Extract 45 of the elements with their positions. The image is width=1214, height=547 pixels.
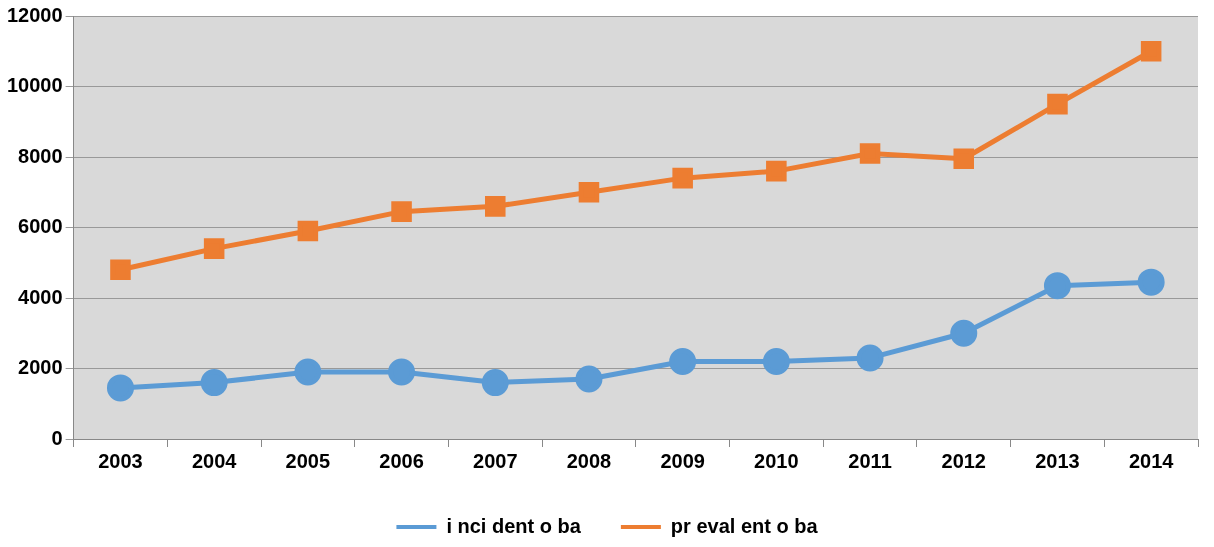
point [110, 259, 131, 281]
legend-label: pr eval ent o ba [670, 514, 819, 537]
x-tick-label: 2010 [754, 449, 799, 472]
point [950, 319, 978, 347]
point [1140, 40, 1162, 62]
point [1043, 272, 1071, 300]
point [766, 160, 787, 182]
x-tick-label: 2003 [98, 449, 143, 472]
point [106, 374, 134, 402]
point [294, 358, 322, 386]
x-tick-label: 2012 [941, 449, 986, 472]
point [391, 201, 412, 222]
y-tick-label: 12000 [6, 3, 63, 26]
x-tick-label: 2014 [1128, 449, 1175, 472]
point [669, 347, 697, 375]
x-tick-label: 2005 [285, 449, 331, 472]
point [575, 365, 603, 393]
point [481, 369, 509, 397]
point [1047, 93, 1068, 115]
point [200, 369, 228, 397]
point [388, 358, 416, 386]
point [856, 344, 884, 372]
y-tick-label: 2000 [18, 356, 63, 379]
y-tick-label: 10000 [6, 74, 63, 97]
y-tick-label: 0 [51, 426, 63, 449]
x-tick-label: 2009 [660, 449, 705, 472]
point [297, 220, 319, 242]
legend-label: i nci dent o ba [446, 514, 582, 537]
x-tick-label: 2007 [473, 449, 518, 472]
x-tick-label: 2008 [566, 449, 612, 472]
point [578, 181, 600, 203]
x-tick-label: 2004 [191, 449, 238, 472]
y-tick-label: 6000 [18, 215, 63, 238]
x-tick-label: 2011 [848, 449, 892, 472]
point [1137, 268, 1165, 296]
point [953, 148, 975, 170]
point [672, 167, 693, 189]
point [203, 238, 225, 259]
point [484, 196, 506, 217]
x-tick-label: 2006 [379, 449, 424, 472]
point [762, 347, 790, 375]
x-tick-label: 2013 [1035, 449, 1080, 472]
point [859, 143, 881, 164]
y-tick-label: 4000 [18, 285, 63, 308]
y-tick-label: 8000 [18, 144, 63, 167]
